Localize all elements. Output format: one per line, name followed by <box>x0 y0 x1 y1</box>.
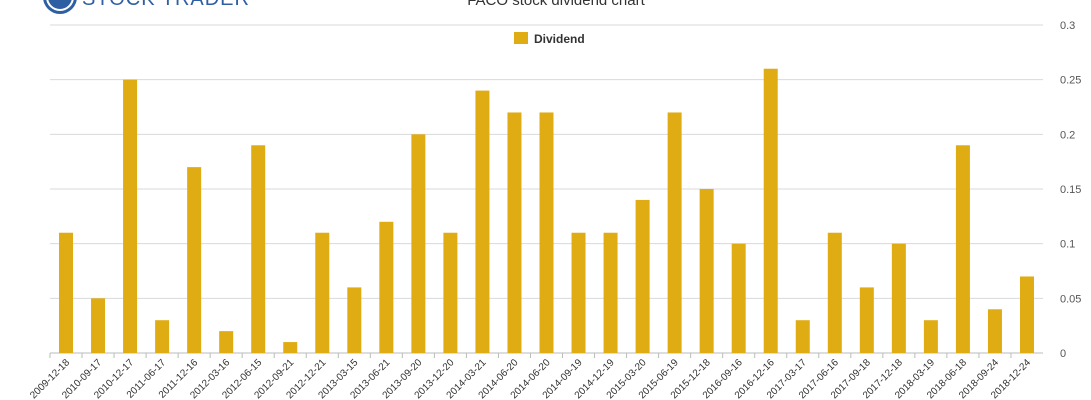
bar[interactable] <box>1019 276 1034 353</box>
legend-swatch <box>514 32 528 44</box>
y-tick-label: 0.2 <box>1060 129 1075 141</box>
bar[interactable] <box>251 145 266 353</box>
bar[interactable] <box>763 68 778 353</box>
bar[interactable] <box>699 189 714 353</box>
bar[interactable] <box>187 167 202 353</box>
brand-name: STOCK TRADER <box>82 0 250 10</box>
bar[interactable] <box>347 287 362 353</box>
bar[interactable] <box>91 298 106 353</box>
bar[interactable] <box>315 232 330 353</box>
bar[interactable] <box>731 243 746 353</box>
logo-badge-icon <box>43 0 77 14</box>
y-tick-label: 0.05 <box>1060 293 1081 305</box>
bar[interactable] <box>443 232 458 353</box>
y-tick-label: 0.15 <box>1060 184 1081 196</box>
bar[interactable] <box>891 243 906 353</box>
bar[interactable] <box>123 79 138 354</box>
bar[interactable] <box>859 287 874 353</box>
bar[interactable] <box>475 90 490 353</box>
bar[interactable] <box>827 232 842 353</box>
x-axis: 2009-12-182010-09-172010-12-172011-06-17… <box>28 353 1033 400</box>
bars <box>59 68 1034 354</box>
legend-label: Dividend <box>534 32 585 46</box>
bar[interactable] <box>955 145 970 353</box>
bar[interactable] <box>987 309 1002 353</box>
y-tick-label: 0.3 <box>1060 20 1075 32</box>
legend[interactable]: Dividend <box>514 32 585 46</box>
y-tick-label: 0.25 <box>1060 75 1081 87</box>
bar[interactable] <box>571 232 586 353</box>
bar[interactable] <box>219 331 234 353</box>
brand-logo[interactable]: STOCK TRADER <box>0 0 260 20</box>
bar[interactable] <box>795 320 810 353</box>
logo-ring-icon <box>46 0 74 11</box>
gridlines <box>50 24 1043 354</box>
bar[interactable] <box>283 342 298 353</box>
brand-logo-graphic: STOCK TRADER <box>43 0 250 14</box>
bar[interactable] <box>539 112 554 353</box>
bar[interactable] <box>379 221 394 353</box>
chart-title: FACO stock dividend chart <box>467 0 645 9</box>
bar[interactable] <box>155 320 170 353</box>
y-tick-label: 0.1 <box>1060 239 1075 251</box>
bar[interactable] <box>635 199 650 353</box>
y-axis: 0 0.05 0.1 0.15 0.2 0.25 0.3 <box>1060 20 1081 360</box>
bar[interactable] <box>59 232 74 353</box>
bar[interactable] <box>603 232 618 353</box>
bar[interactable] <box>667 112 682 353</box>
bar[interactable] <box>507 112 522 353</box>
bar[interactable] <box>411 134 426 353</box>
bar[interactable] <box>923 320 938 353</box>
y-tick-label: 0 <box>1060 348 1066 360</box>
